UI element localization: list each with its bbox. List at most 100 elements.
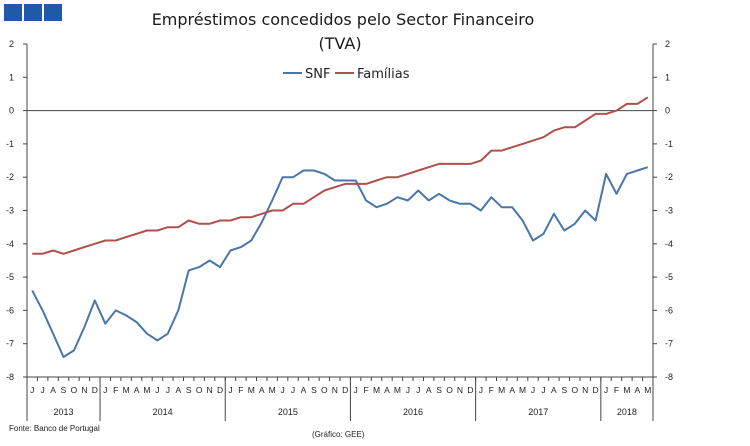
x-month-label: M xyxy=(519,385,526,395)
x-month-label: N xyxy=(81,385,87,395)
x-month-label: M xyxy=(143,385,150,395)
y-tick-label-right: -4 xyxy=(665,239,673,249)
x-month-label: S xyxy=(61,385,67,395)
chart-subtitle: (TVA) xyxy=(318,34,361,53)
x-month-label: D xyxy=(92,385,98,395)
x-month-label: D xyxy=(342,385,348,395)
x-year-label: 2016 xyxy=(403,407,423,417)
x-month-label: O xyxy=(196,385,203,395)
x-month-label: A xyxy=(384,385,390,395)
x-month-label: S xyxy=(311,385,317,395)
x-year-label: 2015 xyxy=(278,407,298,417)
x-month-label: M xyxy=(394,385,401,395)
logo-square-3 xyxy=(44,4,62,21)
x-month-label: F xyxy=(238,385,243,395)
x-month-label: A xyxy=(175,385,181,395)
x-month-label: A xyxy=(509,385,515,395)
x-month-label: A xyxy=(551,385,557,395)
y-tick-label-left: -3 xyxy=(6,206,14,216)
x-month-label: M xyxy=(498,385,505,395)
y-tick-label-left: -2 xyxy=(6,172,14,182)
x-month-label: A xyxy=(301,385,307,395)
y-tick-label-right: -5 xyxy=(665,272,673,282)
x-month-label: J xyxy=(291,385,295,395)
x-month-label: S xyxy=(436,385,442,395)
y-tick-label-right: -1 xyxy=(665,139,673,149)
x-month-label: A xyxy=(50,385,56,395)
x-month-label: J xyxy=(41,385,45,395)
x-month-label: F xyxy=(113,385,118,395)
legend-label-snf: SNF xyxy=(305,67,330,82)
y-tick-label-right: 0 xyxy=(665,106,670,116)
legend: SNF Famílias xyxy=(283,67,410,82)
x-month-label: S xyxy=(561,385,567,395)
x-month-label: J xyxy=(103,385,107,395)
logo-square-2 xyxy=(24,4,42,21)
legend-label-familias: Famílias xyxy=(357,67,410,82)
x-year-label: 2017 xyxy=(528,407,548,417)
x-month-label: F xyxy=(363,385,368,395)
x-month-label: M xyxy=(644,385,651,395)
x-month-label: M xyxy=(123,385,130,395)
x-month-label: J xyxy=(30,385,34,395)
y-tick-label-left: 0 xyxy=(9,106,14,116)
x-month-label: O xyxy=(321,385,328,395)
x-month-label: A xyxy=(426,385,432,395)
x-month-label: N xyxy=(457,385,463,395)
x-month-label: O xyxy=(71,385,78,395)
y-tick-label-left: 2 xyxy=(9,39,14,49)
x-month-label: D xyxy=(467,385,473,395)
x-month-label: D xyxy=(217,385,223,395)
y-tick-label-left: 1 xyxy=(9,72,14,82)
x-month-label: J xyxy=(479,385,483,395)
x-month-label: M xyxy=(269,385,276,395)
logo-square-1 xyxy=(4,4,22,21)
x-month-label: O xyxy=(446,385,453,395)
series-lines xyxy=(31,96,649,358)
x-year-label: 2018 xyxy=(617,407,637,417)
x-year-label: 2013 xyxy=(54,407,74,417)
x-month-label: F xyxy=(614,385,619,395)
chart-credit: (Gráfico: GEE) xyxy=(312,430,365,439)
x-month-label: J xyxy=(155,385,159,395)
y-tick-label-left: -1 xyxy=(6,139,14,149)
y-tick-label-right: 1 xyxy=(665,72,670,82)
x-year-label: 2014 xyxy=(153,407,173,417)
x-month-label: M xyxy=(248,385,255,395)
x-month-label: J xyxy=(406,385,410,395)
x-month-label: N xyxy=(207,385,213,395)
x-month-label: A xyxy=(259,385,265,395)
x-month-label: D xyxy=(593,385,599,395)
y-tick-label-left: -7 xyxy=(6,339,14,349)
source-note: Fonte: Banco de Portugal xyxy=(9,424,100,433)
x-month-label: N xyxy=(332,385,338,395)
chart-title: Empréstimos concedidos pelo Sector Finan… xyxy=(152,10,535,29)
x-month-label: J xyxy=(604,385,608,395)
x-month-label: J xyxy=(416,385,420,395)
x-month-label: M xyxy=(623,385,630,395)
x-month-label: F xyxy=(489,385,494,395)
x-month-label: J xyxy=(531,385,535,395)
axes: 2 2 1 1 0 0 -1 -1 -2 -2 -3 -3 -4 -4 -5 -5 -6 -6 -7 -7 -8 -8 xyxy=(6,39,673,382)
x-month-label: J xyxy=(541,385,545,395)
x-month-label: O xyxy=(571,385,578,395)
y-tick-label-right: -6 xyxy=(665,305,673,315)
y-tick-label-right: -3 xyxy=(665,206,673,216)
y-tick-label-right: 2 xyxy=(665,39,670,49)
series-line-familias xyxy=(32,96,649,255)
x-month-label: A xyxy=(134,385,140,395)
x-month-label: N xyxy=(582,385,588,395)
x-month-label: J xyxy=(228,385,232,395)
y-tick-label-left: -5 xyxy=(6,272,14,282)
x-month-label: S xyxy=(186,385,192,395)
y-tick-label-right: -8 xyxy=(665,372,673,382)
x-month-label: J xyxy=(354,385,358,395)
x-month-label: J xyxy=(280,385,284,395)
y-tick-label-left: -4 xyxy=(6,239,14,249)
x-month-label: J xyxy=(166,385,170,395)
y-tick-label-left: -8 xyxy=(6,372,14,382)
x-month-label: A xyxy=(635,385,641,395)
x-month-label: M xyxy=(373,385,380,395)
